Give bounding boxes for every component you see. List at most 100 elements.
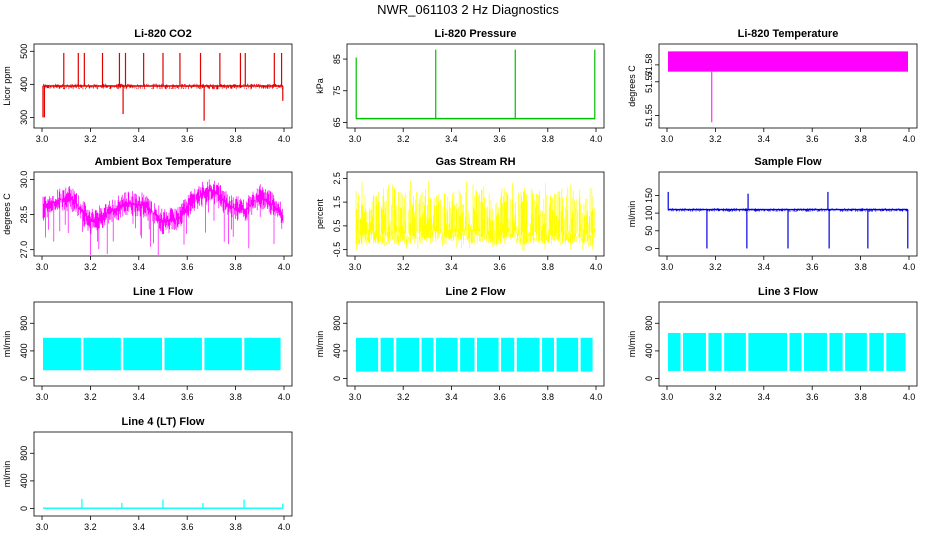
chart-8-xtick-label-3: 3.6 (493, 392, 506, 402)
chart-8-xtick-label-4: 3.8 (542, 392, 555, 402)
chart-1-ylabel: Licor ppm (2, 66, 12, 106)
chart-1-xtick-label-4: 3.8 (229, 134, 242, 144)
chart-4-xtick-label-0: 3.0 (36, 262, 49, 272)
chart-4-ytick-label-1: 28.5 (19, 206, 29, 224)
chart-10-ytick-label-2: 800 (19, 446, 29, 461)
chart-4-xtick-label-5: 4.0 (278, 262, 291, 272)
chart-8-block-9 (542, 337, 555, 372)
chart-7-xtick-label-0: 3.0 (36, 392, 49, 402)
chart-5-xtick-label-4: 3.8 (542, 262, 555, 272)
chart-6-ytick-label-2: 100 (644, 206, 654, 221)
chart-8-block-3 (421, 337, 434, 372)
chart-5-ytick-label-0: -0.5 (332, 242, 342, 258)
chart-9-xtick-label-2: 3.4 (758, 392, 771, 402)
chart-1-xtick-label-5: 4.0 (278, 134, 291, 144)
chart-8-ytick-label-2: 800 (332, 316, 342, 331)
chart-10-xtick-label-2: 3.4 (133, 522, 146, 532)
chart-9-ytick-label-1: 400 (644, 343, 654, 358)
chart-5-xtick-label-2: 3.4 (445, 262, 458, 272)
chart-4-frame (33, 171, 293, 257)
chart-1-xtick-label-0: 3.0 (36, 134, 49, 144)
chart-2-xtick-label-5: 4.0 (590, 134, 603, 144)
chart-9-block-10 (886, 332, 906, 371)
chart-8-xtick-label-1: 3.2 (397, 392, 410, 402)
chart-9-ytick-label-2: 800 (644, 316, 654, 331)
chart-5-frame (346, 171, 605, 257)
chart-5-noise (355, 180, 596, 251)
chart-1-series (42, 52, 284, 121)
chart-2-series (355, 49, 596, 120)
chart-9-block-4 (748, 332, 787, 371)
chart-8-block-2 (396, 337, 420, 372)
chart-2-ytick-label-2: 85 (332, 54, 342, 64)
chart-4-xtick-label-3: 3.6 (181, 262, 194, 272)
chart-1-frame (33, 43, 293, 129)
chart-1: Li-820 CO2 Licor ppm 3.0 3.2 3.4 3.6 3.8 4.0 300… (2, 28, 293, 144)
chart-6-xtick-label-5: 4.0 (903, 262, 916, 272)
chart-8-block-0 (356, 337, 379, 372)
chart-5-title: Gas Stream RH (435, 156, 515, 168)
chart-8-block-5 (460, 337, 475, 372)
chart-8-xtick-label-2: 3.4 (445, 392, 458, 402)
chart-7-block-1 (83, 337, 121, 371)
chart-1-ytick-label-0: 300 (19, 110, 29, 125)
chart-9-block-6 (804, 332, 827, 371)
chart-10-xtick-label-3: 3.6 (181, 522, 194, 532)
chart-2-frame (346, 43, 605, 129)
chart-8-series (356, 337, 593, 372)
chart-10-ylabel: ml/min (2, 461, 12, 488)
chart-2-xtick-label-0: 3.0 (349, 134, 362, 144)
chart-9-frame (658, 301, 918, 387)
chart-8-block-7 (501, 337, 515, 372)
chart-1-xtick-label-3: 3.6 (181, 134, 194, 144)
chart-8-block-8 (516, 337, 540, 372)
chart-4-noise (42, 179, 284, 255)
chart-1-title: Li-820 CO2 (134, 28, 191, 40)
chart-3-xtick-label-0: 3.0 (661, 134, 674, 144)
chart-9-block-3 (724, 332, 746, 371)
chart-9-xtick-label-1: 3.2 (709, 392, 722, 402)
chart-9-xtick-label-0: 3.0 (661, 392, 674, 402)
chart-7-block-2 (123, 337, 162, 371)
chart-5-xtick-label-5: 4.0 (590, 262, 603, 272)
chart-7-xtick-label-4: 3.8 (229, 392, 242, 402)
chart-4-ytick-label-0: 27.0 (19, 241, 29, 259)
chart-7-block-4 (204, 337, 242, 371)
chart-6-ylabel: ml/min (627, 201, 637, 228)
chart-3-ylabel: degrees C (627, 65, 637, 107)
chart-7-xtick-label-2: 3.4 (133, 392, 146, 402)
chart-4-xtick-label-1: 3.2 (84, 262, 97, 272)
chart-6-xtick-label-1: 3.2 (709, 262, 722, 272)
chart-3-frame (658, 43, 918, 129)
chart-9-series (668, 332, 906, 371)
chart-3-ytick-label-1: 51.57 (644, 71, 654, 94)
chart-6-xtick-label-3: 3.6 (806, 262, 819, 272)
chart-7-xtick-label-1: 3.2 (84, 392, 97, 402)
chart-7-ytick-label-1: 400 (19, 343, 29, 358)
chart-4-series (42, 179, 284, 255)
chart-10-series (43, 498, 284, 509)
chart-8-block-4 (436, 337, 458, 372)
chart-9-ytick-label-0: 0 (644, 376, 654, 381)
chart-1-ytick-label-1: 400 (19, 77, 29, 92)
chart-4: Ambient Box Temperature degrees C 3.0 3.2 3.… (2, 156, 293, 272)
chart-6-xtick-label-2: 3.4 (758, 262, 771, 272)
chart-8: Line 2 Flow ml/min 3.0 3.2 3.4 3.6 3.8 4.0 0 400 8… (315, 286, 605, 402)
chart-1-ytick-label-2: 500 (19, 44, 29, 59)
chart-10-xtick-label-5: 4.0 (278, 522, 291, 532)
chart-8-ylabel: ml/min (315, 331, 325, 358)
chart-9-block-8 (845, 332, 867, 371)
chart-8-block-1 (380, 337, 394, 372)
chart-2-xtick-label-3: 3.6 (493, 134, 506, 144)
chart-2: Li-820 Pressure kPa 3.0 3.2 3.4 3.6 3.8 4.0 65 75… (315, 28, 605, 144)
chart-8-ytick-label-1: 400 (332, 343, 342, 358)
chart-6-ytick-label-1: 50 (644, 226, 654, 236)
chart-3-xtick-label-2: 3.4 (758, 134, 771, 144)
chart-7-ylabel: ml/min (2, 331, 12, 358)
chart-5-xtick-label-0: 3.0 (349, 262, 362, 272)
chart-9-title: Line 3 Flow (758, 286, 818, 298)
chart-4-ytick-label-2: 30.0 (19, 171, 29, 189)
chart-2-xtick-label-2: 3.4 (445, 134, 458, 144)
chart-8-block-11 (580, 337, 593, 372)
chart-10-title: Line 4 (LT) Flow (122, 416, 205, 428)
